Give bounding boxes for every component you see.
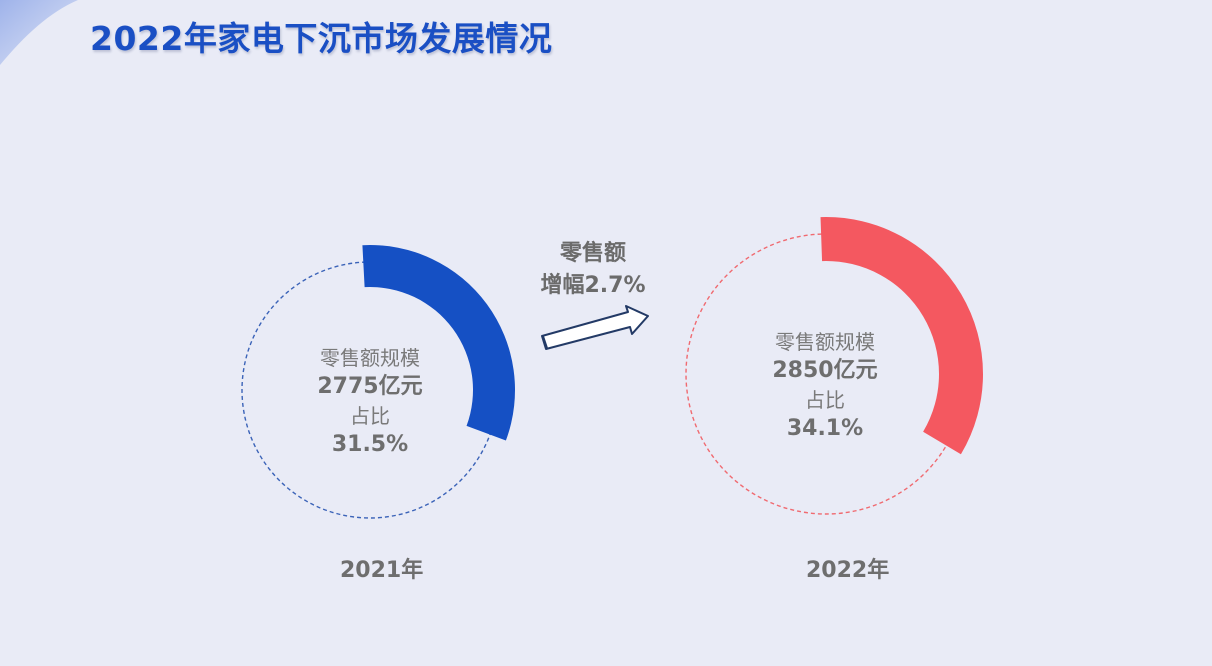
metric-label-2022: 零售额规模 (775, 330, 875, 354)
metric-value-2021: 2775亿元 (317, 374, 423, 399)
donut-2022 (685, 217, 983, 515)
year-label-2022: 2022年 (806, 558, 890, 583)
page-title: 2022年家电下沉市场发展情况 (90, 19, 553, 58)
donut-2021 (241, 244, 515, 519)
share-value-2022: 34.1% (786, 416, 864, 441)
share-value-2021: 31.5% (331, 432, 409, 457)
share-label-2021: 占比 (350, 404, 390, 428)
metric-value-2022: 2850亿元 (772, 358, 878, 383)
donut-2022-center-labels: 零售额规模 2850亿元 占比 34.1% (755, 328, 895, 444)
donut-2021-share-arc (362, 244, 515, 441)
corner-decoration (0, 0, 78, 65)
donut-2021-center-labels: 零售额规模 2775亿元 占比 31.5% (300, 344, 440, 460)
year-label-2021: 2021年 (340, 558, 424, 583)
share-label-2022: 占比 (805, 388, 845, 412)
donut-2022-share-arc (820, 217, 983, 455)
growth-annotation: 零售额 增幅2.7% (518, 238, 668, 302)
growth-label: 零售额 (559, 241, 626, 266)
metric-label-2021: 零售额规模 (320, 346, 420, 370)
growth-arrow-icon (541, 305, 649, 350)
growth-value: 增幅2.7% (540, 273, 646, 298)
